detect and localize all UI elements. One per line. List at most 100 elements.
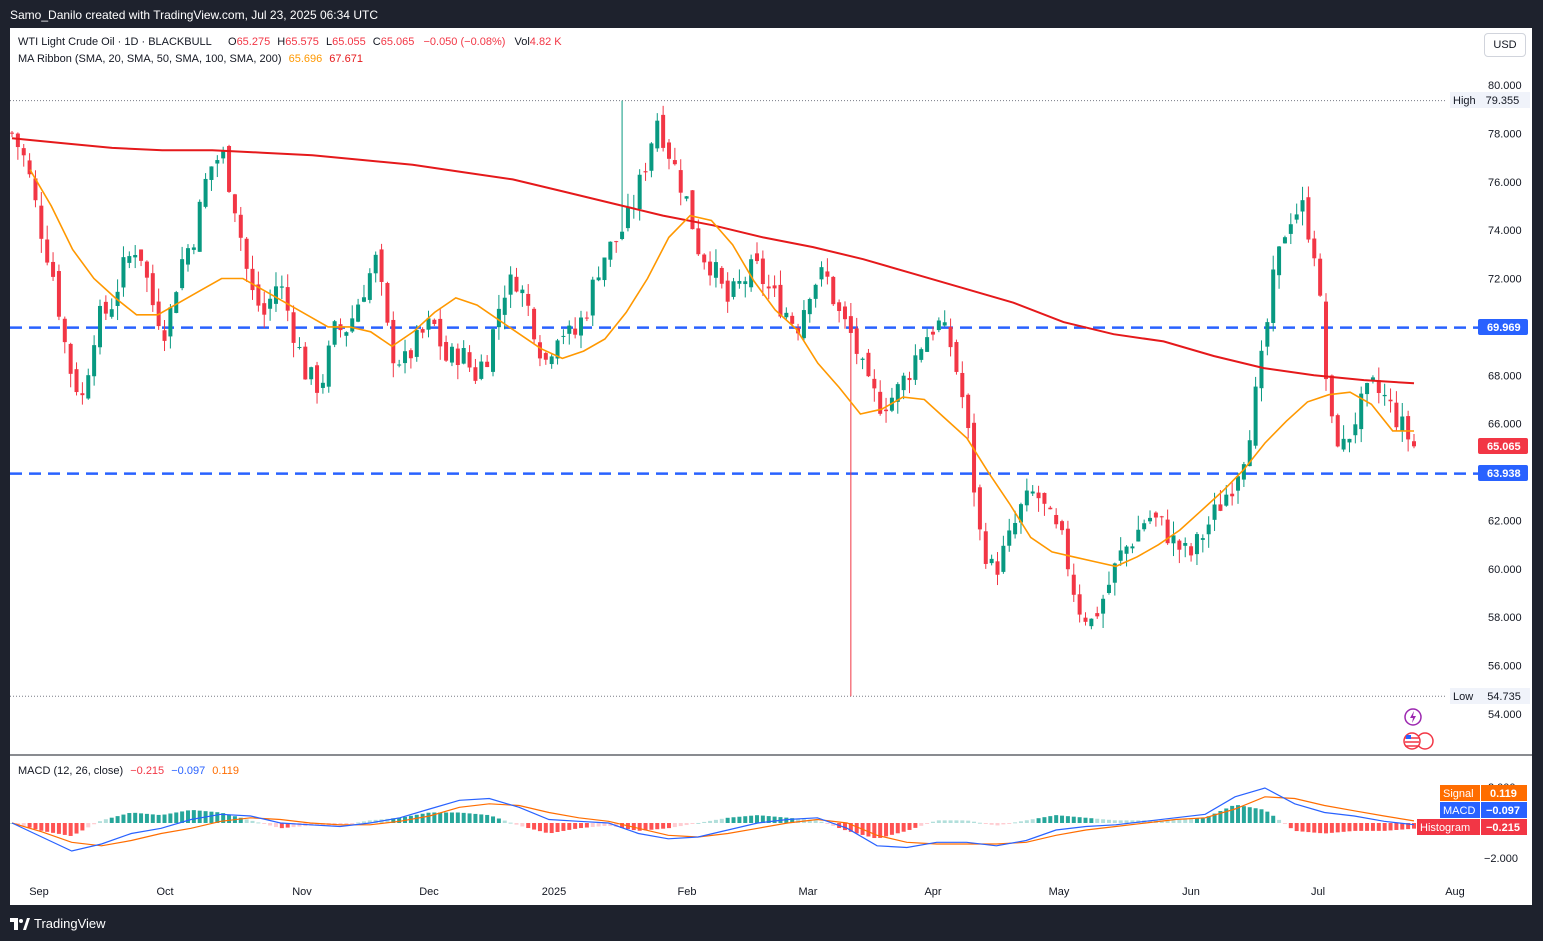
macd-histogram-bar xyxy=(749,815,754,823)
candle xyxy=(1359,386,1364,443)
histogram-value-tag xyxy=(1481,819,1527,835)
candle xyxy=(320,374,325,394)
macd-histogram-bar xyxy=(1042,817,1047,823)
macd-histogram-bar xyxy=(690,823,695,824)
macd-histogram-bar xyxy=(461,812,466,823)
macd-histogram-bar xyxy=(1200,817,1205,823)
tradingview-logo[interactable]: TradingView xyxy=(10,916,106,931)
macd-histogram-bar xyxy=(573,823,578,829)
candle-body xyxy=(936,320,941,331)
candle-body xyxy=(825,271,830,277)
macd-histogram-bar xyxy=(1388,823,1393,831)
candle-body xyxy=(1054,514,1059,525)
macd-tick-bottom: −2.000 xyxy=(1484,853,1518,865)
candle xyxy=(326,340,331,393)
candle xyxy=(960,361,965,409)
candle xyxy=(702,253,707,270)
candle xyxy=(1077,584,1082,623)
candle-body xyxy=(1388,399,1393,402)
candle xyxy=(92,335,97,386)
macd-histogram-bar xyxy=(86,823,91,828)
candle-body xyxy=(185,248,190,265)
candle xyxy=(1118,537,1123,566)
candle-body xyxy=(884,409,889,412)
candle xyxy=(1159,515,1164,526)
candle xyxy=(21,143,26,167)
macd-histogram-bar xyxy=(1106,819,1111,823)
candle xyxy=(842,301,847,329)
candle xyxy=(549,354,554,369)
currency-button[interactable]: USD xyxy=(1484,33,1526,57)
macd-histogram-bar xyxy=(1353,823,1358,831)
candle-body xyxy=(1142,523,1147,530)
candle-body xyxy=(1095,613,1100,617)
macd-histogram-bar xyxy=(561,823,566,831)
macd-histogram-bar xyxy=(438,812,443,823)
candle-body xyxy=(285,287,290,311)
candle xyxy=(127,251,132,269)
candle-body xyxy=(784,312,789,318)
candle xyxy=(995,552,1000,586)
candle xyxy=(1400,402,1405,442)
candle-body xyxy=(790,315,795,324)
candle-body xyxy=(602,257,607,281)
candle-body xyxy=(725,280,730,302)
candle xyxy=(784,307,789,320)
macd-histogram-bar xyxy=(919,823,924,826)
high-label: High 79.355 xyxy=(1453,95,1519,107)
candle xyxy=(1106,571,1111,595)
candle-body xyxy=(1136,529,1141,542)
lightning-event-icon[interactable] xyxy=(1404,708,1422,726)
candle xyxy=(1177,539,1182,564)
macd-histogram-bar xyxy=(420,813,425,823)
candle xyxy=(825,258,830,285)
candle xyxy=(303,342,308,380)
brand-name: TradingView xyxy=(34,916,106,931)
candle-body xyxy=(1335,415,1340,447)
candle-body xyxy=(491,329,496,372)
us-flag-event-icon[interactable] xyxy=(1403,732,1434,750)
candle xyxy=(361,284,366,303)
macd-histogram-bar xyxy=(432,812,437,823)
candle-body xyxy=(97,305,102,348)
macd-histogram-bar xyxy=(491,816,496,823)
candle-body xyxy=(608,241,613,260)
candle xyxy=(10,130,14,138)
macd-histogram-bar xyxy=(1335,823,1340,833)
candle xyxy=(620,100,625,241)
candle xyxy=(889,387,894,413)
macd-histogram-bar xyxy=(1118,820,1123,823)
macd-histogram-bar xyxy=(1277,819,1282,823)
last-price-tag xyxy=(1478,438,1528,454)
macd-histogram-bar xyxy=(185,810,190,823)
candle-body xyxy=(842,306,847,320)
candle xyxy=(273,272,278,312)
candle-body xyxy=(1365,383,1370,395)
candle xyxy=(913,344,918,385)
macd-histogram-bar xyxy=(1359,823,1364,831)
macd-histogram-bar xyxy=(884,823,889,837)
macd-histogram-bar xyxy=(496,818,501,823)
time-axis-tick: Dec xyxy=(419,886,439,898)
macd-histogram-bar xyxy=(62,823,67,835)
candle xyxy=(667,138,672,170)
candle xyxy=(455,343,460,380)
time-axis-tick: Nov xyxy=(292,886,312,898)
author-caption: Samo_Danilo created with TradingView.com… xyxy=(10,8,378,22)
macd-histogram-bar xyxy=(1259,809,1264,823)
candle xyxy=(1001,535,1006,574)
candle-body xyxy=(162,330,167,341)
candle-body xyxy=(684,196,689,199)
macd-histogram-bar xyxy=(807,819,812,823)
candle xyxy=(1265,318,1270,356)
candle xyxy=(737,269,742,289)
macd-histogram-bar xyxy=(1001,823,1006,825)
candle-body xyxy=(127,256,132,263)
macd-histogram-bar xyxy=(1194,818,1199,823)
macd-histogram-bar xyxy=(1183,819,1188,823)
macd-histogram-bar xyxy=(655,823,660,830)
candle xyxy=(1312,230,1317,267)
candle xyxy=(1171,521,1176,557)
candle-body xyxy=(256,284,261,306)
